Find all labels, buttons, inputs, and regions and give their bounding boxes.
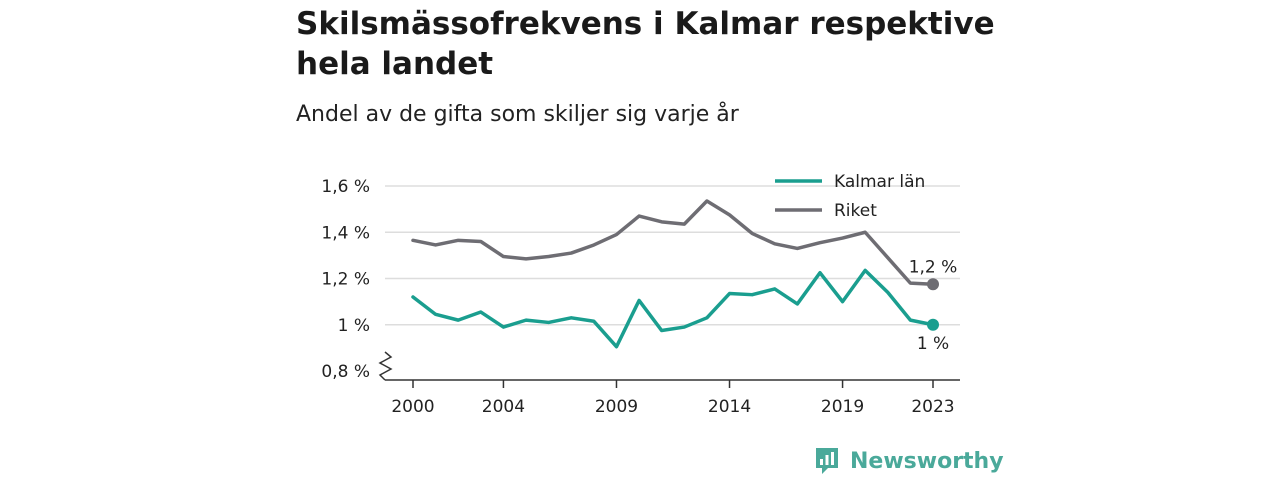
- series-line-kalmar: [411, 268, 935, 349]
- series-lines: [411, 199, 939, 349]
- chart-title: Skilsmässofrekvens i Kalmar respektive h…: [296, 6, 995, 82]
- y-tick-label: 1,4 %: [321, 223, 370, 243]
- series-end-label: 1,2 %: [909, 257, 958, 277]
- x-tick-label: 2014: [708, 397, 751, 417]
- legend-label: Riket: [834, 201, 877, 221]
- series-end-point: [927, 278, 939, 291]
- x-tick-label: 2023: [911, 397, 954, 417]
- series-line-riket: [411, 199, 935, 287]
- series-end-point: [927, 318, 939, 331]
- x-tick-label: 2004: [482, 397, 525, 417]
- series-end-label: 1 %: [917, 334, 949, 354]
- x-tick-label: 2009: [595, 397, 638, 417]
- y-tick-label: 1,2 %: [321, 270, 370, 290]
- y-tick-label: 1 %: [338, 316, 370, 336]
- legend: Kalmar län Riket: [775, 172, 925, 221]
- newsworthy-brand: Newsworthy: [814, 446, 1004, 476]
- y-tick-label: 0,8 %: [321, 362, 370, 382]
- y-tick-label: 1,6 %: [321, 177, 370, 197]
- x-tick-label: 2019: [821, 397, 864, 417]
- chart-subtitle: Andel av de gifta som skiljer sig varje …: [296, 102, 739, 127]
- brand-name: Newsworthy: [850, 448, 1004, 474]
- axis-break-icon: [378, 351, 393, 381]
- end-labels: 1 % 1,2 %: [909, 257, 958, 353]
- axes: 0,8 % 1 % 1,2 % 1,4 % 1,6 % 2000 2004 2009 2014 2…: [321, 177, 960, 417]
- legend-label: Kalmar län: [834, 172, 925, 192]
- x-tick-label: 2000: [391, 397, 434, 417]
- newsworthy-logo-icon: [816, 448, 838, 474]
